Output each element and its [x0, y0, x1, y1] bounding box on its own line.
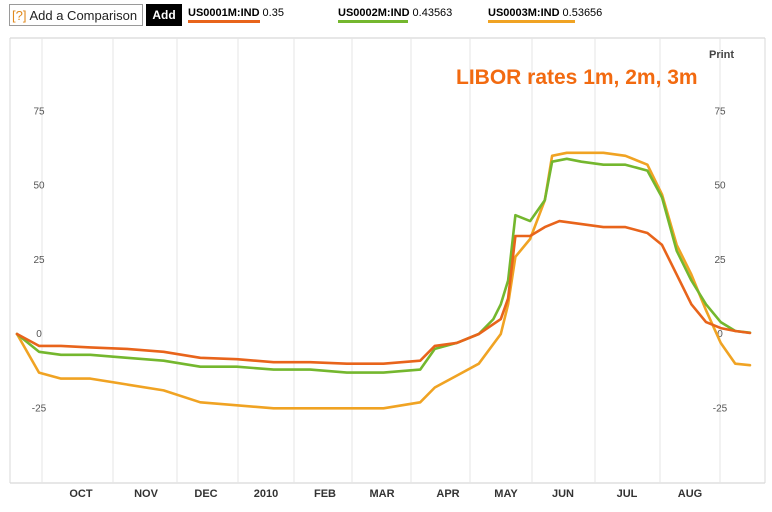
legend-symbol: US0001M:IND — [188, 7, 260, 19]
series-line-us0001m-ind — [15, 219, 752, 365]
x-tick-label: MAR — [369, 488, 394, 500]
x-tick-label: OCT — [69, 488, 93, 500]
x-tick-label: AUG — [678, 488, 702, 500]
x-tick-label: MAY — [494, 488, 518, 500]
y-tick-label-left: 0 — [36, 329, 42, 340]
y-tick-label-right: -25 — [713, 403, 728, 414]
add-comparison-input[interactable]: [?] Add a Comparison — [9, 4, 143, 26]
y-tick-label-right: 75 — [714, 106, 726, 117]
x-tick-label: DEC — [194, 488, 217, 500]
series-line-us0003m-ind — [15, 151, 752, 410]
x-tick-label: 2010 — [254, 488, 278, 500]
add-button[interactable]: Add — [146, 4, 182, 26]
legend-color-bar — [488, 20, 575, 23]
legend-value: 0.53656 — [562, 7, 603, 19]
comparison-placeholder: Add a Comparison — [29, 7, 138, 23]
legend-item-us0001m: US0001M:IND 0.35 — [188, 3, 284, 25]
legend-item-us0003m: US0003M:IND 0.53656 — [488, 3, 602, 25]
x-tick-label: FEB — [314, 488, 336, 500]
toolbar: [?] Add a Comparison Add US0001M:IND 0.35… — [0, 0, 772, 32]
x-tick-label: JUL — [617, 488, 638, 500]
legend-item-us0002m: US0002M:IND 0.43563 — [338, 3, 452, 25]
legend-value: 0.43563 — [412, 7, 453, 19]
y-tick-label-right: 50 — [714, 181, 726, 192]
chart-title: LIBOR rates 1m, 2m, 3m — [456, 66, 698, 89]
x-tick-label: APR — [436, 488, 459, 500]
y-tick-label-left: -25 — [32, 403, 47, 414]
y-tick-label-right: 25 — [714, 255, 726, 266]
x-tick-label: NOV — [134, 488, 159, 500]
series-line-us0002m-ind — [15, 157, 752, 374]
legend-color-bar — [188, 20, 260, 23]
legend-symbol: US0003M:IND — [488, 7, 560, 19]
help-icon[interactable]: [?] — [12, 7, 27, 23]
legend-value: 0.35 — [262, 7, 284, 19]
legend-symbol: US0002M:IND — [338, 7, 410, 19]
y-tick-label-left: 75 — [33, 106, 45, 117]
legend-color-bar — [338, 20, 408, 23]
y-tick-label-left: 25 — [33, 255, 45, 266]
y-tick-label-right: 0 — [717, 329, 723, 340]
print-link[interactable]: Print — [709, 49, 735, 61]
y-tick-label-left: 50 — [33, 181, 45, 192]
x-tick-label: JUN — [552, 488, 574, 500]
